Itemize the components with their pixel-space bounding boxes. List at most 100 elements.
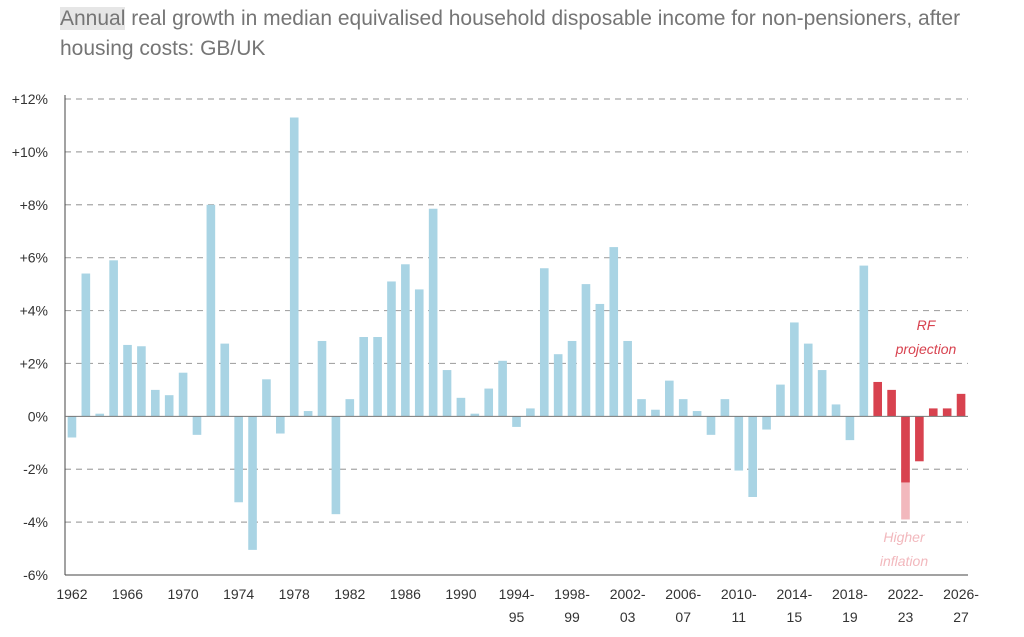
bar: [428, 208, 438, 417]
bar: [748, 416, 757, 497]
bar: [678, 399, 688, 417]
y-tick-label: -6%: [23, 567, 48, 583]
bar: [859, 265, 869, 417]
bar: [720, 399, 730, 417]
x-tick-label-line2: 19: [842, 609, 858, 625]
bar: [317, 340, 327, 417]
chart-title: Annual real growth in median equivalised…: [60, 4, 980, 64]
x-tick-label-line2: 11: [732, 609, 747, 625]
bar: [567, 340, 577, 417]
gridlines: [65, 98, 968, 523]
bar: [109, 260, 118, 417]
y-tick-label: -4%: [23, 514, 48, 530]
x-tick-label-line2: 03: [620, 609, 636, 625]
x-tick-label: 1990: [445, 586, 476, 602]
projection-bar: [873, 381, 883, 417]
bar: [595, 303, 605, 417]
bar: [276, 416, 285, 434]
bar: [234, 416, 243, 503]
projection-bar: [956, 393, 966, 417]
bar: [178, 372, 188, 417]
bar: [706, 416, 716, 435]
bar: [762, 416, 771, 430]
bar: [817, 370, 827, 417]
axes: [64, 95, 968, 576]
bar: [164, 395, 174, 417]
x-tick-label: 2022-: [888, 586, 924, 602]
chart-title-rest: real growth in median equivalised househ…: [60, 7, 961, 60]
bar: [401, 264, 410, 417]
x-tick-label-line2: 23: [898, 609, 914, 625]
x-tick-label: 1966: [112, 586, 143, 602]
bar: [345, 399, 355, 417]
bar: [831, 404, 841, 417]
x-tick-label: 2018-: [832, 586, 868, 602]
bar: [651, 409, 660, 417]
bar: [609, 247, 619, 417]
x-tick-label: 1978: [279, 586, 310, 602]
bar: [331, 416, 341, 515]
bar: [692, 411, 702, 417]
x-tick-label-line2: 07: [675, 609, 691, 625]
x-tick-label-line2: 95: [509, 609, 525, 625]
bar: [637, 399, 646, 417]
bar: [456, 397, 466, 417]
bar: [303, 411, 313, 417]
y-tick-label: +8%: [20, 197, 48, 213]
projection-bar: [887, 389, 896, 417]
bar: [150, 389, 160, 417]
bar: [498, 360, 507, 417]
bars: [67, 117, 966, 550]
x-tick-label: 2010-: [721, 586, 757, 602]
bar: [206, 204, 216, 417]
x-tick-label: 1962: [56, 586, 87, 602]
y-tick-label: +6%: [20, 250, 48, 266]
projection-bar: [942, 408, 952, 417]
projection-bar: [901, 416, 910, 483]
x-tick-label: 1974: [223, 586, 254, 602]
bar: [359, 337, 368, 417]
higher-inflation-annotation-line1: Higher: [883, 529, 926, 545]
x-tick-label: 1994-: [499, 586, 535, 602]
bar: [484, 388, 494, 417]
x-tick-label-line2: 27: [953, 609, 969, 625]
bar: [414, 289, 424, 417]
x-tick-label: 2006-: [665, 586, 701, 602]
bar: [470, 413, 480, 417]
bar: [539, 268, 549, 417]
bar: [192, 416, 202, 435]
bar: [845, 416, 855, 441]
bar: [123, 344, 132, 417]
bar: [137, 346, 146, 417]
x-tick-label: 1986: [390, 586, 421, 602]
y-tick-label: 0%: [28, 408, 48, 424]
bar: [512, 416, 521, 427]
higher-inflation-annotation-line2: inflation: [880, 553, 928, 569]
bar: [776, 384, 785, 417]
chart-title-highlight: Annual: [60, 7, 126, 30]
x-axis-ticks: 1962 1966 1970 1974 1978 1982 1986 1990 1994- 95 1…: [56, 586, 979, 625]
x-tick-label: 1982: [334, 586, 365, 602]
projection-annotation-line2: projection: [895, 341, 957, 357]
projection-bar: [928, 408, 938, 417]
x-tick-label-line2: 15: [787, 609, 803, 625]
y-tick-label: -2%: [23, 461, 48, 477]
bar: [262, 379, 271, 417]
bar: [248, 416, 257, 550]
x-tick-label: 1998-: [554, 586, 590, 602]
bar: [803, 343, 813, 417]
projection-annotation-line1: RF: [917, 317, 937, 333]
y-tick-label: +2%: [20, 355, 48, 371]
y-axis-ticks: +12% +10% +8% +6% +4% +2% 0% -2% -4% -6%: [12, 91, 48, 583]
bar: [387, 281, 396, 417]
y-tick-label: +10%: [12, 144, 48, 160]
y-tick-label: +12%: [12, 91, 48, 107]
annotations: RF projection Higher inflation: [880, 317, 957, 569]
bar: [553, 354, 563, 417]
x-tick-label: 1970: [168, 586, 199, 602]
y-tick-label: +4%: [20, 303, 48, 319]
bar: [526, 408, 535, 417]
x-tick-label: 2026-: [943, 586, 979, 602]
x-tick-label: 2002-: [610, 586, 646, 602]
